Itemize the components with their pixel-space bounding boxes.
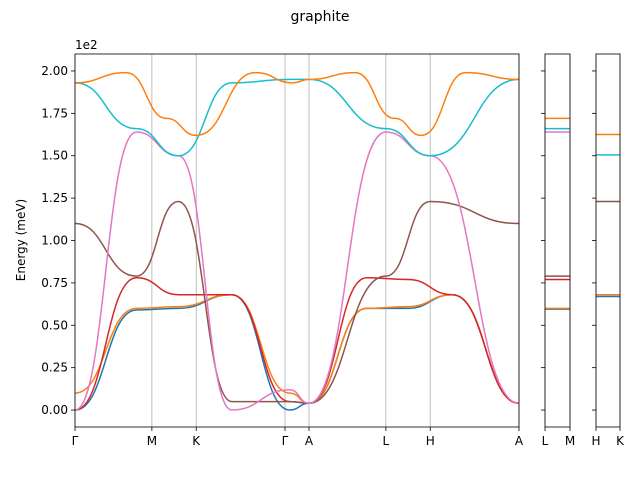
plot-layer: Γ M K Γ A L H A 0.00 0.25 0.50 0.75 1.00 1.25 1.50 1.75… — [41, 53, 625, 448]
band-line — [308, 131, 520, 405]
x-tick-label: L — [383, 434, 390, 448]
axes-frame — [74, 53, 520, 428]
panel-1: Γ M K Γ A L H A 0.00 0.25 0.50 0.75 1.00 1.25 1.50 1.75… — [41, 53, 524, 448]
x-tick-label: L — [542, 434, 549, 448]
x-tick-label: H — [426, 434, 435, 448]
y-tick-label: 2.00 — [41, 64, 68, 78]
x-tick-label: A — [515, 434, 524, 448]
x-tick-label: Γ — [282, 434, 289, 448]
x-tick-label: K — [616, 434, 625, 448]
y-tick-label: 1.75 — [41, 106, 68, 120]
band-line — [74, 131, 310, 411]
x-tick-label: Γ — [72, 434, 79, 448]
x-tick-label: K — [192, 434, 201, 448]
band-line — [74, 71, 310, 137]
y-tick-label: 1.25 — [41, 191, 68, 205]
y-tick-label: 0.50 — [41, 318, 68, 332]
x-tick-label: H — [591, 434, 600, 448]
x-tick-label: M — [147, 434, 157, 448]
axes-frame — [544, 53, 571, 428]
y-axis-label: Energy (meV) — [14, 199, 28, 281]
band-line — [74, 200, 309, 405]
chart-title: graphite — [291, 9, 350, 25]
y-tick-label: 1.00 — [41, 234, 68, 248]
y-tick-label: 1.50 — [41, 149, 68, 163]
band-line — [308, 71, 520, 137]
band-line — [308, 277, 520, 405]
y-tick-label: 0.25 — [41, 361, 68, 375]
axes-frame — [595, 53, 621, 428]
band-line — [308, 78, 520, 157]
y-axis-multiplier: 1e2 — [75, 38, 98, 52]
band-line — [308, 200, 520, 405]
y-tick-label: 0.75 — [41, 276, 68, 290]
band-line — [74, 78, 309, 157]
x-tick-label: A — [305, 434, 314, 448]
y-tick-label: 0.00 — [41, 403, 68, 417]
x-tick-label: M — [565, 434, 575, 448]
